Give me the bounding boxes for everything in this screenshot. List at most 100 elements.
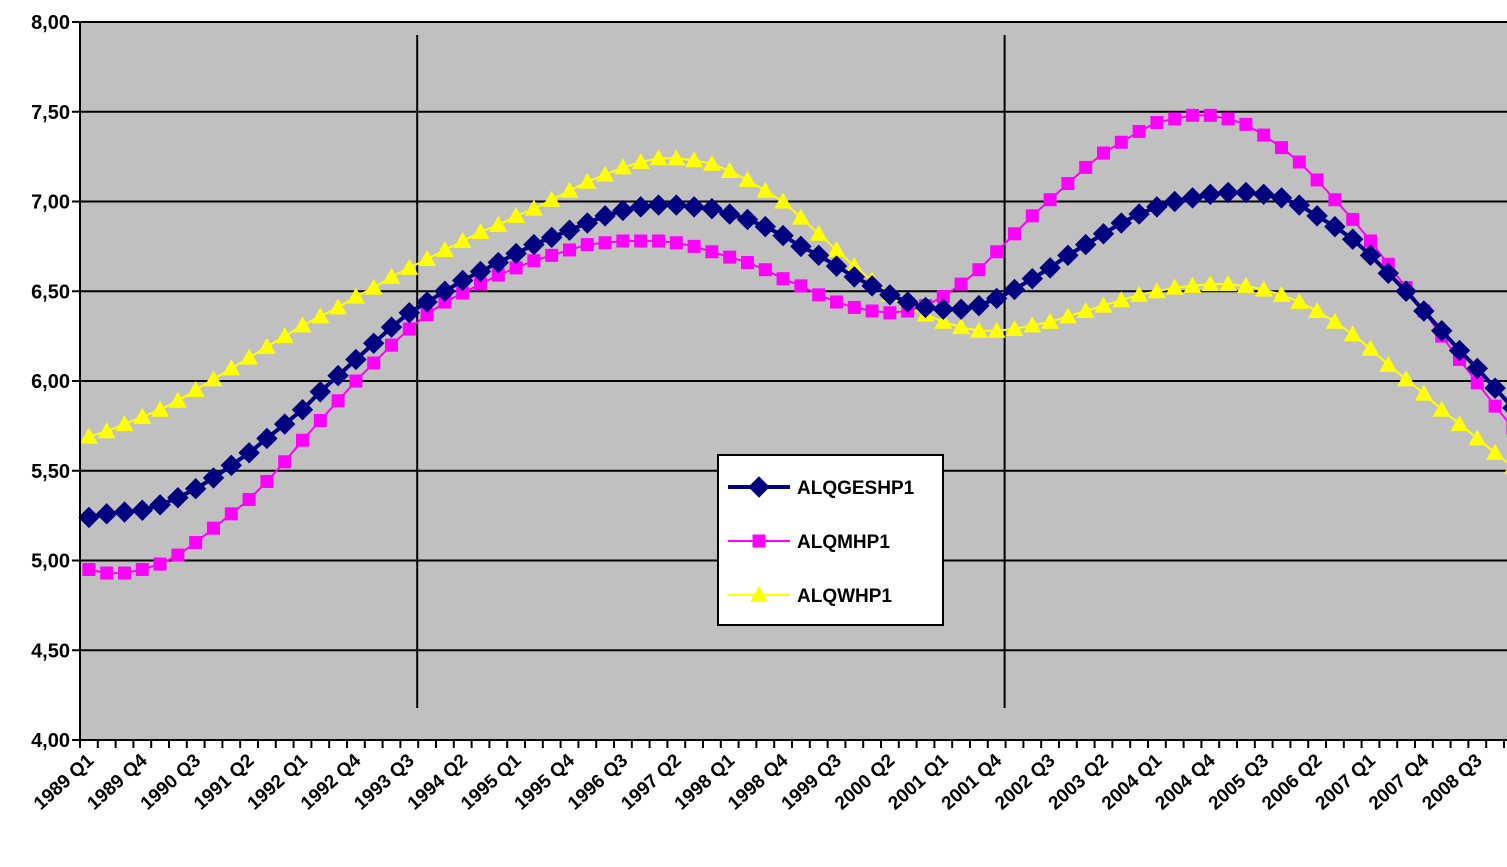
data-point bbox=[616, 234, 630, 248]
data-point bbox=[665, 194, 688, 216]
data-point bbox=[701, 197, 723, 220]
data-point bbox=[1270, 187, 1293, 209]
data-point bbox=[151, 400, 170, 417]
data-point bbox=[491, 268, 505, 282]
data-point bbox=[1114, 135, 1128, 149]
y-tick-label: 7,50 bbox=[31, 102, 70, 124]
data-point bbox=[772, 224, 794, 247]
axes bbox=[79, 22, 1507, 741]
data-point bbox=[453, 231, 472, 248]
data-point bbox=[327, 364, 349, 387]
data-point bbox=[987, 321, 1006, 338]
data-point bbox=[184, 477, 207, 500]
data-point bbox=[1043, 193, 1057, 207]
data-point bbox=[346, 287, 365, 304]
data-point bbox=[131, 499, 154, 521]
x-tick-label: 2008 Q3 bbox=[1418, 750, 1486, 814]
data-point bbox=[398, 302, 421, 324]
data-point bbox=[990, 245, 1004, 259]
y-tick-label: 5,50 bbox=[31, 461, 70, 483]
series-line bbox=[88, 114, 1507, 575]
legend: ALQGESHP1 ALQMHP1 ALQWHP1 bbox=[717, 454, 944, 626]
data-point bbox=[487, 251, 510, 274]
data-point bbox=[115, 415, 134, 432]
data-point bbox=[1235, 181, 1257, 204]
data-point bbox=[558, 219, 581, 241]
data-point bbox=[1364, 234, 1377, 248]
data-point bbox=[220, 454, 243, 477]
data-point bbox=[936, 290, 950, 304]
data-point bbox=[756, 181, 775, 198]
data-point bbox=[1252, 183, 1275, 206]
data-point bbox=[400, 258, 419, 275]
data-point bbox=[705, 245, 719, 259]
data-point bbox=[1486, 443, 1505, 460]
data-point bbox=[1074, 233, 1097, 256]
data-point bbox=[1061, 177, 1075, 191]
data-point bbox=[1414, 384, 1433, 401]
data-point bbox=[435, 240, 454, 257]
data-point bbox=[1039, 257, 1061, 279]
data-point bbox=[580, 238, 594, 252]
data-point bbox=[774, 192, 793, 209]
data-point bbox=[1254, 280, 1273, 297]
data-point bbox=[683, 196, 705, 218]
data-point bbox=[1203, 108, 1217, 122]
data-point bbox=[313, 413, 327, 427]
data-point bbox=[1025, 209, 1039, 223]
data-point bbox=[1163, 190, 1186, 213]
data-point bbox=[1379, 355, 1398, 372]
data-point bbox=[291, 399, 314, 421]
data-point bbox=[1395, 280, 1417, 302]
data-point bbox=[934, 312, 953, 329]
data-point bbox=[202, 467, 225, 489]
series-layer bbox=[78, 108, 1507, 580]
data-point bbox=[896, 291, 919, 313]
data-point bbox=[275, 327, 294, 344]
data-point bbox=[331, 394, 345, 408]
legend-label: ALQGESHP1 bbox=[797, 478, 915, 499]
data-point bbox=[865, 304, 879, 318]
data-point bbox=[167, 486, 189, 509]
data-point bbox=[914, 296, 937, 319]
data-point bbox=[207, 521, 220, 535]
data-point bbox=[1430, 320, 1453, 342]
data-point bbox=[382, 267, 401, 284]
data-point bbox=[985, 287, 1008, 310]
series-ALQMHP1 bbox=[82, 108, 1507, 580]
data-point bbox=[972, 263, 986, 277]
data-point bbox=[560, 181, 579, 198]
data-point bbox=[825, 255, 848, 277]
data-point bbox=[667, 149, 686, 166]
data-point bbox=[82, 562, 96, 576]
data-point bbox=[1183, 276, 1202, 293]
y-axis-ticks: 4,00 4,50 5,00 5,50 6,00 6,50 7,00 7,50 8,00 bbox=[31, 12, 80, 752]
data-point bbox=[718, 203, 741, 225]
data-point bbox=[631, 153, 650, 170]
data-point bbox=[1219, 275, 1238, 292]
data-point bbox=[685, 151, 704, 168]
data-point bbox=[634, 234, 648, 248]
data-point bbox=[652, 234, 665, 248]
data-point bbox=[1079, 160, 1093, 174]
data-point bbox=[807, 244, 830, 267]
data-point bbox=[612, 199, 634, 222]
data-point bbox=[1092, 223, 1115, 245]
data-point bbox=[1147, 282, 1166, 299]
data-point bbox=[385, 338, 398, 352]
series-ALQWHP1 bbox=[79, 149, 1507, 475]
data-point bbox=[469, 260, 492, 283]
data-point bbox=[1132, 124, 1146, 138]
data-point bbox=[647, 194, 670, 216]
data-point bbox=[754, 215, 777, 238]
data-point bbox=[1041, 312, 1060, 329]
data-point bbox=[238, 442, 260, 464]
data-point bbox=[311, 307, 330, 324]
legend-label: ALQWHP1 bbox=[797, 586, 892, 607]
data-point bbox=[843, 266, 866, 288]
data-point bbox=[791, 208, 810, 225]
data-point bbox=[97, 422, 116, 439]
data-point bbox=[79, 427, 98, 444]
data-point bbox=[489, 215, 508, 232]
